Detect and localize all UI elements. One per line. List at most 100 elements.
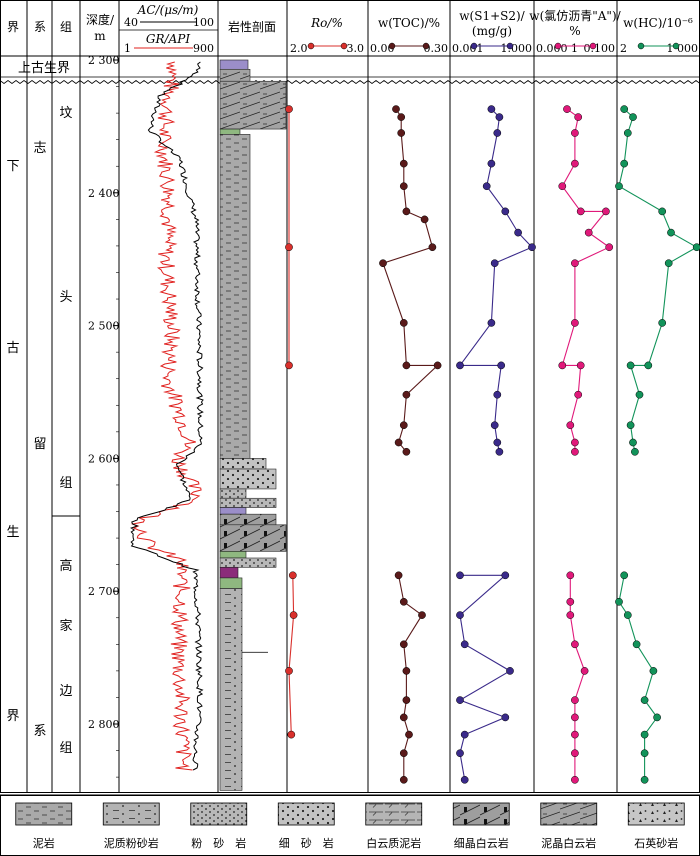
bit-header-marker-right [589, 42, 597, 50]
strat-jie-char-1: 古 [6, 341, 19, 356]
header-s12-min: 0.001 [452, 42, 484, 55]
hc-series-line [618, 108, 698, 452]
s12-data-point [490, 421, 499, 430]
bit-data-point [571, 713, 579, 722]
bit-data-point [571, 319, 579, 327]
legend-swatch-quartzsand [627, 802, 685, 826]
ro-data-point [285, 105, 293, 113]
bit-data-point [566, 611, 575, 619]
header-hc-label: w(HC)/10⁻⁶ [623, 16, 693, 30]
hc-data-point [620, 571, 629, 580]
toc-data-point [399, 159, 408, 168]
s12-data-point [501, 207, 510, 216]
header-toc-min: 0.00 [370, 42, 395, 55]
bit-data-point [558, 182, 567, 191]
hc-data-point [640, 749, 649, 758]
s12-data-point [497, 361, 506, 370]
header-ro-min: 2.0 [290, 42, 308, 55]
lithology-bed [219, 80, 287, 130]
s12-series-line [458, 574, 512, 780]
bit-data-point [580, 667, 589, 675]
header-ro-label: Ro/% [310, 16, 343, 30]
hc-data-point [623, 129, 632, 137]
header-gr-max: 900 [193, 42, 214, 55]
s12-data-point [456, 696, 464, 704]
hc-data-point [640, 730, 649, 739]
legend-label-finesand: 细 砂 岩 [279, 836, 334, 850]
header-toc-max: 0.30 [424, 42, 449, 55]
lithology-bed [219, 488, 247, 499]
ro-data-point [285, 361, 293, 370]
s12-data-point [490, 259, 499, 268]
toc-data-point [379, 259, 387, 268]
header-s12-max: 1.000 [501, 42, 533, 55]
s12-data-point [460, 730, 469, 739]
strat-jie-char-0: 下 [6, 159, 19, 174]
strat-jie-char-3: 界 [6, 709, 19, 724]
legend-label-siltstone: 粉 砂 岩 [191, 836, 246, 850]
s12-series-line [458, 108, 533, 452]
bit-data-point [571, 730, 579, 739]
lithology-bed [219, 468, 277, 490]
s12-data-point [514, 228, 522, 237]
toc-data-point [397, 129, 406, 137]
lithology-bed [219, 513, 277, 526]
legend-swatch-dolomud [365, 802, 423, 826]
toc-data-point [392, 105, 400, 113]
toc-data-point [402, 667, 411, 675]
toc-data-point [399, 597, 408, 606]
depth-tick-label: 2 700 [88, 585, 120, 598]
hc-data-point [649, 667, 658, 675]
hc-data-point [667, 228, 675, 237]
strat-zu2-char-0: 高 [59, 558, 72, 574]
header-ro-max: 3.0 [347, 42, 365, 55]
hc-data-point [664, 259, 673, 268]
toc-data-point [397, 113, 406, 121]
s12-data-point [493, 129, 502, 137]
hc-data-point [620, 159, 629, 168]
strat-xi-char-0: 志 [33, 141, 46, 156]
legend-label-quartzsand: 石英砂岩 [634, 836, 678, 850]
lithology-bed [219, 497, 277, 508]
header-gr-min: 1 [124, 42, 131, 55]
toc-data-point [399, 640, 408, 649]
bit-data-point [576, 361, 585, 370]
s12-data-point [487, 105, 496, 113]
toc-data-point [402, 207, 411, 216]
hc-data-point [629, 438, 637, 447]
lithology-bed [219, 458, 267, 470]
legend-swatch-micdolo [540, 802, 598, 826]
header-bit-label-a: w(氯仿沥青"A")/ [529, 9, 621, 23]
hc-data-point [623, 611, 632, 619]
bit-data-point [571, 749, 579, 758]
depth-tick-label: 2 600 [88, 452, 120, 465]
s12-header-marker-right [506, 42, 514, 50]
toc-header-marker-left [388, 42, 396, 50]
hc-data-point [629, 113, 637, 121]
bit-data-point [574, 113, 583, 121]
lithology-bed [219, 557, 277, 568]
toc-data-point [405, 730, 413, 739]
legend-label-finedolo: 细晶白云岩 [454, 836, 509, 850]
s12-data-point [493, 438, 502, 447]
lithology-bed [219, 507, 247, 515]
hc-data-point [653, 713, 661, 722]
toc-data-point [399, 713, 408, 722]
bit-data-point [571, 696, 579, 704]
hc-data-point [615, 182, 623, 191]
strat-upper-paleozoic: 上古生界 [18, 61, 70, 76]
header-depth-unit: m [94, 29, 106, 43]
frame [0, 0, 700, 793]
legend-label-dolomud: 白云质泥岩 [366, 836, 421, 850]
strat-zu2-char-2: 边 [59, 684, 72, 699]
s12-data-point [506, 667, 514, 675]
strat-zu1-char-2: 组 [59, 476, 72, 491]
toc-data-point [399, 182, 408, 191]
lithology-bed [219, 566, 239, 579]
toc-data-point [433, 361, 442, 370]
toc-data-point [402, 361, 411, 370]
bit-data-point [576, 207, 585, 216]
header-gr-label: GR/API [146, 32, 190, 46]
bit-data-point [605, 243, 614, 252]
bit-data-point [574, 390, 583, 399]
